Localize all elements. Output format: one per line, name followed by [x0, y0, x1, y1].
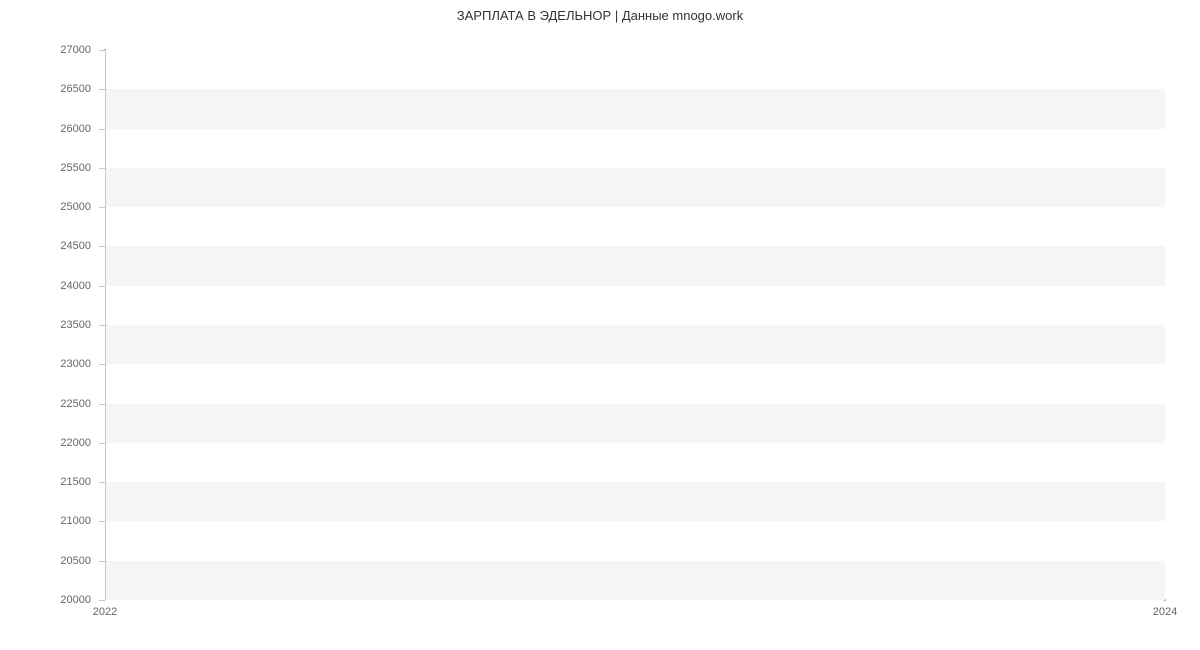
grid-band [105, 482, 1165, 521]
grid-band [105, 129, 1165, 168]
x-tick-label: 2022 [93, 600, 117, 618]
grid-band [105, 364, 1165, 403]
chart-title: ЗАРПЛАТА В ЭДЕЛЬНОР | Данные mnogo.work [0, 8, 1200, 23]
chart-container: ЗАРПЛАТА В ЭДЕЛЬНОР | Данные mnogo.work … [0, 0, 1200, 650]
grid-band [105, 89, 1165, 128]
grid-band [105, 246, 1165, 285]
grid-band [105, 207, 1165, 246]
grid-band [105, 50, 1165, 89]
grid-band [105, 443, 1165, 482]
grid-band [105, 325, 1165, 364]
plot-area: 2000020500210002150022000225002300023500… [105, 50, 1165, 600]
grid-band [105, 168, 1165, 207]
y-axis-line [105, 50, 106, 600]
grid-band [105, 286, 1165, 325]
grid-band [105, 404, 1165, 443]
x-tick-label: 2024 [1153, 600, 1177, 618]
grid-band [105, 521, 1165, 560]
grid-band [105, 561, 1165, 600]
